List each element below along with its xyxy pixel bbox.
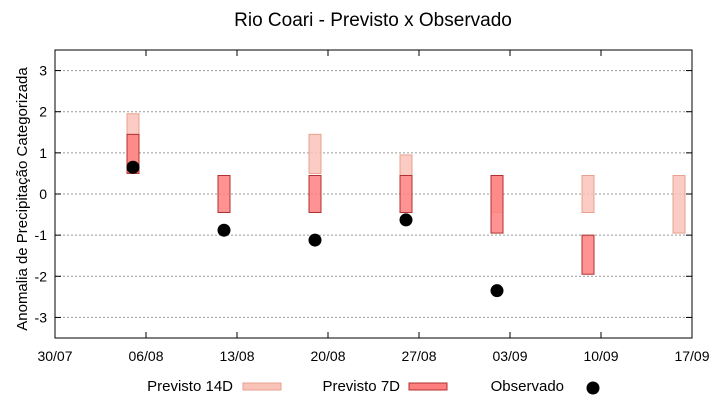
y-tick-label: -2 [35,268,48,284]
ticks-layer: -3 -2 -1 0 1 2 3 30/07 06/08 13/08 20/08 27/08 03/09… [35,50,710,364]
legend-swatch [242,382,282,391]
y-tick-label: 0 [39,186,47,202]
observed-point [308,233,322,247]
legend-label: Previsto 14D [147,378,233,395]
observed-point [217,223,231,237]
x-tick-label: 06/08 [128,348,163,364]
range-bar-previsto-7d [217,174,231,214]
legend-marker [586,381,600,395]
legend-label: Previsto 7D [322,378,400,395]
range-bar-previsto-7d [490,174,504,234]
legend-label: Observado [491,378,564,395]
bars-layer [126,113,686,275]
observed-point [399,213,413,227]
y-tick-label: 2 [39,104,47,120]
x-tick-label: 27/08 [401,348,436,364]
range-bar-previsto-14d [399,154,413,176]
grid-layer [55,70,692,318]
range-bar-previsto-7d [399,174,413,214]
y-tick-label: 3 [39,63,47,79]
range-bar-previsto-7d [308,174,322,214]
y-tick-label: -1 [35,227,48,243]
observed-point [126,160,140,174]
y-tick-label: 1 [39,145,47,161]
range-bar-previsto-14d [308,133,322,174]
range-bar-previsto-7d [581,234,595,275]
x-tick-label: 10/09 [583,348,618,364]
legend-swatch [408,382,448,391]
range-bar-previsto-14d [672,174,686,234]
range-bar-previsto-14d [581,174,595,214]
y-tick-label: -3 [35,309,48,325]
observed-point [490,284,504,298]
x-tick-label: 30/07 [37,348,72,364]
legend: Previsto 14D Previsto 7D Observado [147,378,600,395]
x-tick-label: 03/09 [492,348,527,364]
x-tick-label: 13/08 [219,348,254,364]
points-layer [126,160,504,298]
x-tick-label: 20/08 [310,348,345,364]
chart-title: Rio Coari - Previsto x Observado [234,10,512,31]
y-axis-label: Anomalia de Precipitação Categorizada [14,67,31,331]
x-tick-label: 17/09 [674,348,709,364]
